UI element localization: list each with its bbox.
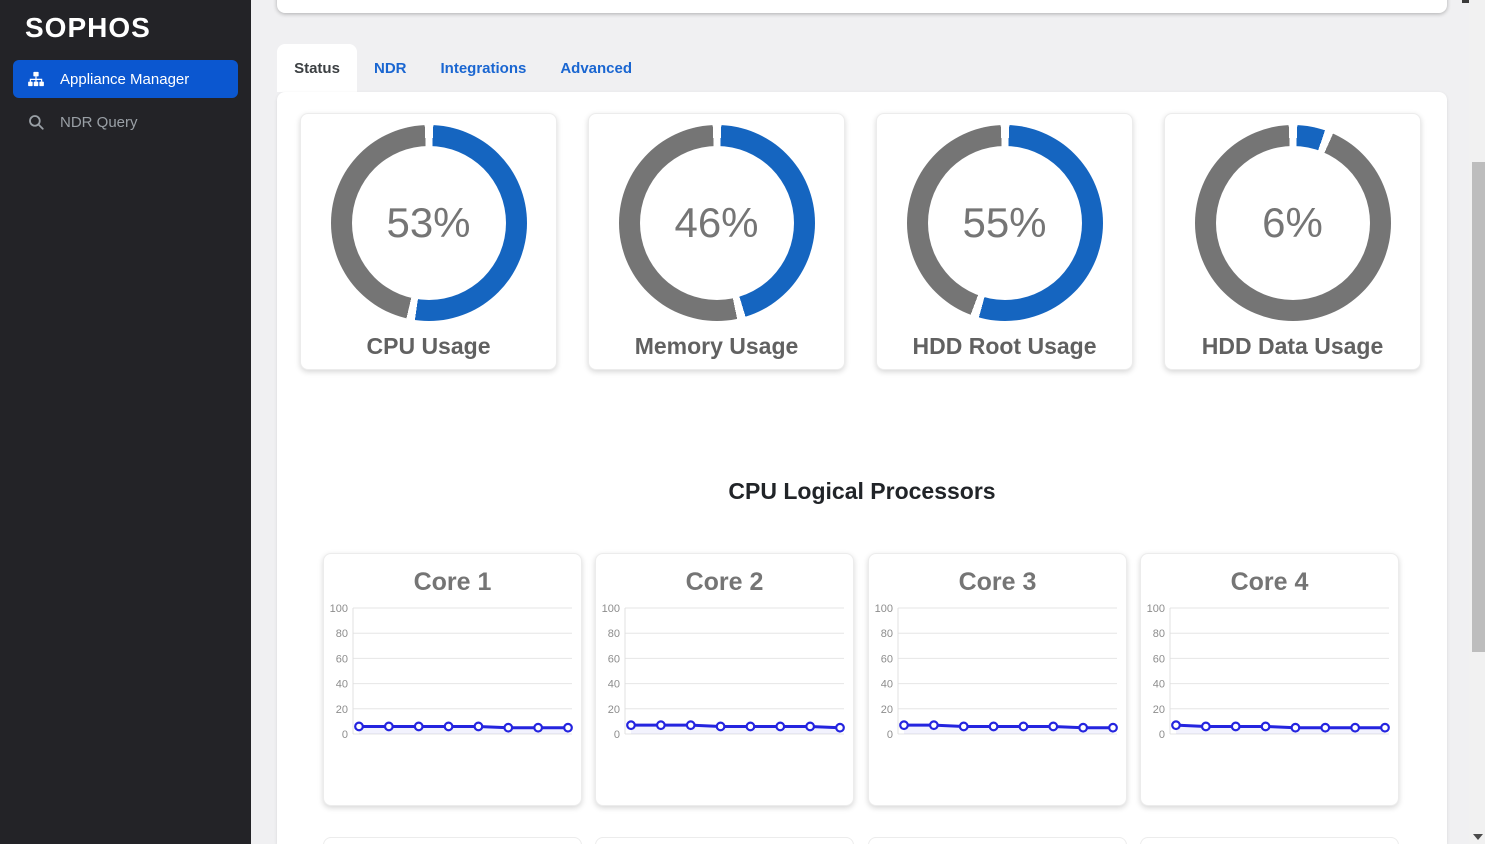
gauge-card-cpu-usage: 53% CPU Usage — [300, 113, 557, 370]
svg-text:60: 60 — [335, 653, 347, 665]
donut-hole — [1215, 146, 1370, 300]
core-line-chart: 0 20 40 60 80 100 — [601, 603, 845, 741]
svg-text:0: 0 — [886, 729, 892, 741]
sidebar: SOPHOS Appliance Manager — [0, 0, 251, 844]
svg-text:80: 80 — [880, 628, 892, 640]
svg-text:20: 20 — [607, 704, 619, 716]
donut-hole — [639, 146, 794, 300]
core-card-3: Core 3 0 20 40 60 80 100 — [868, 553, 1127, 806]
gauge-label: CPU Usage — [366, 333, 491, 359]
svg-text:20: 20 — [1152, 704, 1164, 716]
svg-text:80: 80 — [1152, 628, 1164, 640]
search-icon — [26, 112, 46, 132]
sitemap-icon — [26, 69, 46, 89]
gauge-card-hdd-root-usage: 55% HDD Root Usage — [876, 113, 1133, 370]
svg-text:60: 60 — [607, 653, 619, 665]
scrollbar-thumb[interactable] — [1472, 162, 1485, 652]
svg-text:0: 0 — [341, 729, 347, 741]
svg-text:60: 60 — [880, 653, 892, 665]
sidebar-item-ndr-query[interactable]: NDR Query — [13, 103, 238, 141]
gauge-value: 46% — [674, 199, 759, 246]
status-panel: 53% CPU Usage 46% Memory Usage 55% HDD R… — [277, 92, 1447, 844]
tab-ndr[interactable]: NDR — [374, 59, 407, 77]
core-chart-title: Core 4 — [1230, 568, 1309, 596]
scrollbar-up-arrow-partial[interactable] — [1462, 0, 1471, 3]
section-title: CPU Logical Processors — [728, 478, 996, 504]
svg-text:80: 80 — [607, 628, 619, 640]
gauge-value: 53% — [386, 199, 471, 246]
tab-status[interactable]: Status — [277, 44, 357, 92]
svg-text:100: 100 — [1146, 603, 1164, 615]
sidebar-item-appliance-manager[interactable]: Appliance Manager — [13, 60, 238, 98]
svg-text:100: 100 — [601, 603, 619, 615]
svg-text:80: 80 — [335, 628, 347, 640]
sidebar-item-label: Appliance Manager — [60, 70, 190, 88]
core-chart-title: Core 2 — [685, 568, 764, 596]
svg-text:40: 40 — [880, 679, 892, 691]
svg-text:100: 100 — [874, 603, 892, 615]
scrollbar-down-arrow[interactable] — [1473, 834, 1483, 840]
core-line-chart: 0 20 40 60 80 100 — [1146, 603, 1390, 741]
core-card-partial — [323, 837, 582, 844]
gauge-value: 55% — [962, 199, 1047, 246]
gauge-label: HDD Data Usage — [1201, 333, 1384, 359]
svg-text:40: 40 — [1152, 679, 1164, 691]
gauge-value: 6% — [1262, 199, 1323, 246]
tab-bar: Status NDR Integrations Advanced — [277, 44, 649, 92]
tab-advanced[interactable]: Advanced — [560, 59, 633, 77]
donut-chart: 53% — [330, 125, 527, 321]
sophos-logo: SOPHOS — [25, 12, 151, 43]
core-card-2: Core 2 0 20 40 60 80 100 — [595, 553, 854, 806]
core-card-partial — [868, 837, 1127, 844]
donut-chart: 46% — [618, 125, 815, 321]
core-card-partial — [1140, 837, 1399, 844]
donut-hole — [351, 146, 506, 300]
svg-text:20: 20 — [335, 704, 347, 716]
core-card-4: Core 4 0 20 40 60 80 100 — [1140, 553, 1399, 806]
svg-text:60: 60 — [1152, 653, 1164, 665]
gauge-card-memory-usage: 46% Memory Usage — [588, 113, 845, 370]
svg-text:20: 20 — [880, 704, 892, 716]
donut-hole — [927, 146, 1082, 300]
tab-integrations[interactable]: Integrations — [440, 59, 527, 77]
core-chart-title: Core 3 — [958, 568, 1037, 596]
main-content: Status NDR Integrations Advanced 53% CPU… — [251, 0, 1485, 844]
top-card-partial — [277, 0, 1447, 13]
core-line-chart: 0 20 40 60 80 100 — [874, 603, 1118, 741]
donut-chart: 55% — [906, 125, 1103, 321]
gauge-label: Memory Usage — [634, 333, 799, 359]
gauge-card-hdd-data-usage: 6% HDD Data Usage — [1164, 113, 1421, 370]
core-chart-title: Core 1 — [413, 568, 492, 596]
donut-chart: 6% — [1194, 125, 1391, 321]
svg-text:100: 100 — [329, 603, 347, 615]
svg-text:40: 40 — [607, 679, 619, 691]
svg-text:0: 0 — [613, 729, 619, 741]
svg-text:0: 0 — [1158, 729, 1164, 741]
core-line-chart: 0 20 40 60 80 100 — [329, 603, 573, 741]
core-card-partial — [595, 837, 854, 844]
core-card-1: Core 1 0 20 40 60 80 100 — [323, 553, 582, 806]
sidebar-item-label: NDR Query — [60, 113, 138, 131]
gauge-label: HDD Root Usage — [912, 333, 1097, 359]
svg-text:40: 40 — [335, 679, 347, 691]
scrollbar-track[interactable] — [1469, 0, 1485, 844]
